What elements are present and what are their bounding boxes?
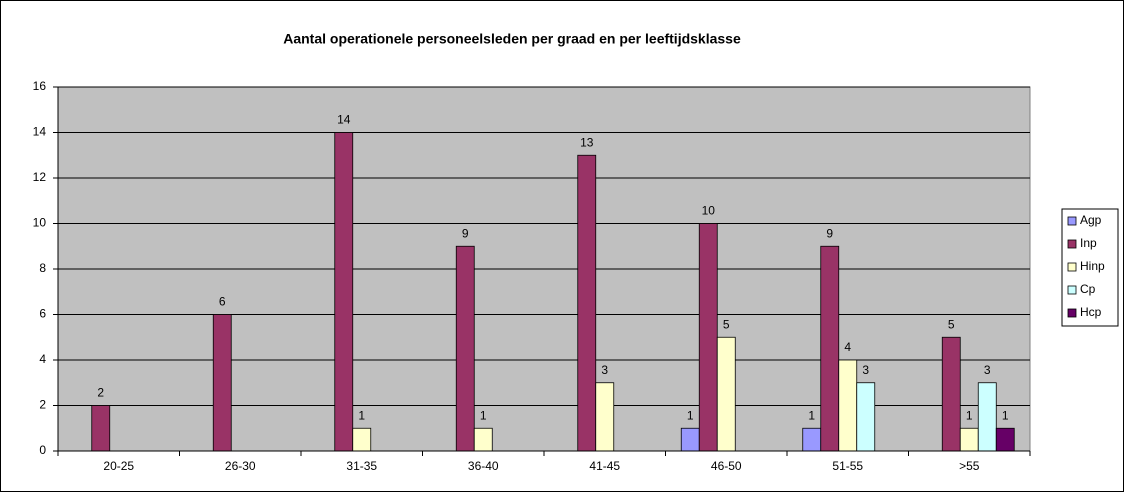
legend-swatch [1067, 262, 1077, 272]
bar [977, 382, 997, 452]
bar [473, 427, 493, 452]
x-tick-label: 41-45 [589, 459, 620, 473]
data-label: 3 [862, 363, 869, 377]
legend-label: Hcp [1080, 305, 1102, 319]
y-tick-label: 8 [39, 261, 46, 275]
data-label: 1 [966, 408, 973, 422]
data-label: 6 [219, 295, 226, 309]
data-label: 1 [687, 408, 694, 422]
bar [941, 336, 961, 452]
bar [959, 427, 979, 452]
bar [820, 245, 840, 452]
legend-label: Agp [1080, 213, 1102, 227]
data-label: 13 [580, 135, 594, 149]
data-label: 1 [358, 408, 365, 422]
bar [212, 314, 232, 452]
x-tick-label: 31-35 [346, 459, 377, 473]
y-tick-label: 14 [33, 125, 47, 139]
data-label: 10 [702, 204, 716, 218]
x-tick-label: >55 [959, 459, 980, 473]
data-label: 3 [601, 363, 608, 377]
legend-swatch [1067, 285, 1077, 295]
y-tick-label: 6 [39, 307, 46, 321]
y-tick-label: 16 [33, 79, 47, 93]
bar [577, 154, 597, 452]
y-tick-label: 0 [39, 443, 46, 457]
legend-label: Inp [1080, 236, 1097, 250]
data-label: 4 [844, 340, 851, 354]
data-label: 5 [948, 317, 955, 331]
bar [802, 427, 822, 452]
data-label: 3 [984, 363, 991, 377]
bar [680, 427, 700, 452]
bar [334, 132, 354, 452]
data-label: 1 [1002, 408, 1009, 422]
y-tick-label: 2 [39, 398, 46, 412]
legend-swatch [1067, 239, 1077, 249]
legend-swatch [1067, 308, 1077, 318]
legend-label: Cp [1080, 282, 1096, 296]
legend-label: Hinp [1080, 259, 1105, 273]
bar [995, 427, 1015, 452]
chart-title: Aantal operationele personeelsleden per … [283, 31, 741, 47]
x-tick-label: 20-25 [103, 459, 134, 473]
bar [856, 382, 876, 452]
bar [838, 359, 858, 452]
data-label: 1 [480, 408, 487, 422]
y-tick-label: 12 [33, 170, 47, 184]
bar [716, 336, 736, 452]
data-label: 5 [723, 317, 730, 331]
legend-swatch [1067, 216, 1077, 226]
bar [595, 382, 615, 452]
bar [352, 427, 372, 452]
bar [698, 223, 718, 452]
data-label: 9 [462, 226, 469, 240]
bar [455, 245, 475, 452]
x-tick-label: 51-55 [832, 459, 863, 473]
y-tick-label: 10 [33, 216, 47, 230]
y-tick-label: 4 [39, 352, 46, 366]
x-tick-label: 26-30 [225, 459, 256, 473]
x-tick-label: 36-40 [468, 459, 499, 473]
x-tick-label: 46-50 [711, 459, 742, 473]
bar [91, 405, 111, 452]
data-label: 9 [826, 226, 833, 240]
data-label: 1 [808, 408, 815, 422]
data-label: 14 [337, 113, 351, 127]
data-label: 2 [97, 386, 104, 400]
